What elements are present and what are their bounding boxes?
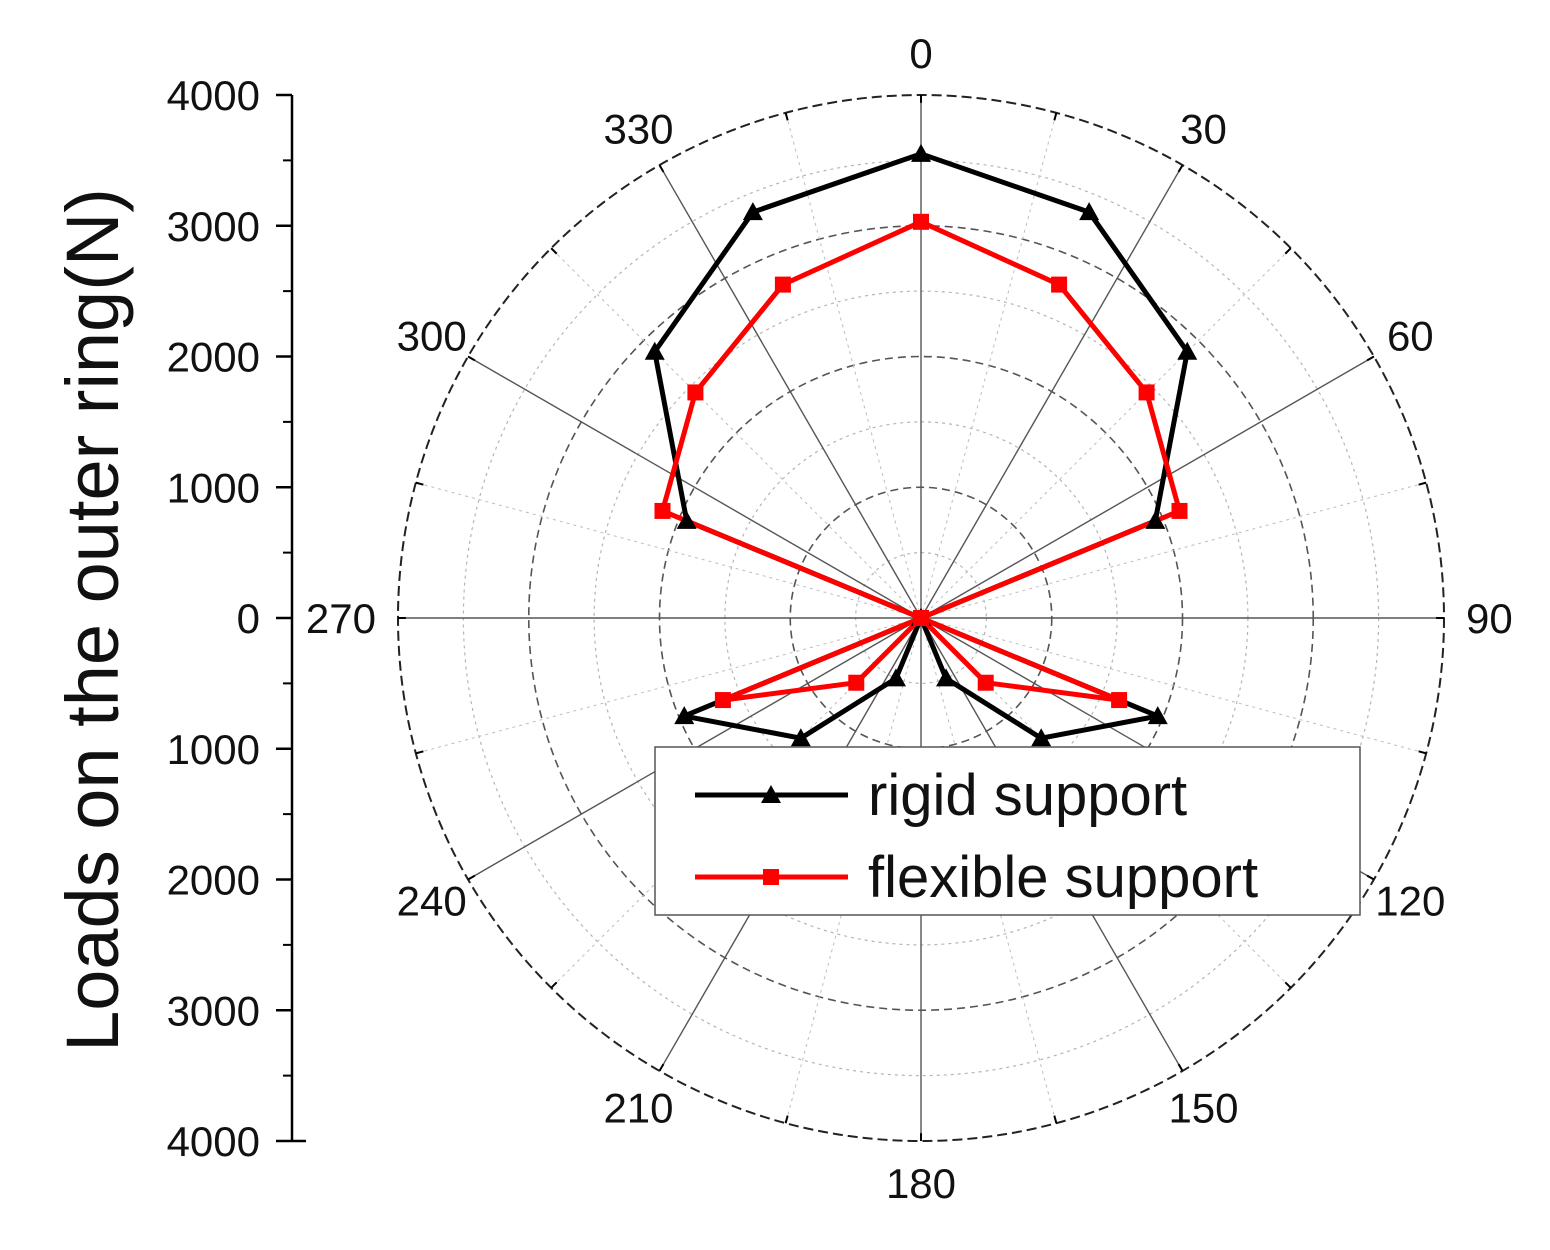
- legend: rigid support flexible support: [654, 746, 1361, 916]
- angle-tick: [784, 1115, 789, 1124]
- radial-tick-label: 1000: [167, 726, 260, 773]
- angle-label: 60: [1387, 313, 1434, 360]
- grid-spoke: [920, 482, 1427, 619]
- angle-tick: [1418, 481, 1427, 486]
- data-point: [1111, 692, 1128, 709]
- angle-tick: [1177, 164, 1184, 173]
- grid-spoke: [920, 247, 1292, 619]
- radial-tick-label: 3000: [167, 987, 260, 1034]
- data-point: [790, 728, 811, 747]
- data-point: [911, 143, 931, 162]
- angle-label: 150: [1168, 1084, 1238, 1131]
- data-point: [936, 668, 957, 687]
- angle-label: 0: [909, 30, 932, 77]
- radial-tick-label: 1000: [167, 464, 260, 511]
- data-point: [977, 674, 994, 691]
- legend-label: rigid support: [868, 763, 1187, 828]
- data-point: [1145, 510, 1166, 529]
- radial-tick-label: 0: [237, 595, 260, 642]
- data-point: [913, 213, 929, 230]
- data-point: [644, 341, 665, 360]
- data-point: [913, 610, 929, 626]
- angle-labels: 0 30 60 90 120 150 180 210 240 270 300 330: [306, 30, 1513, 1207]
- legend-marker: [763, 869, 779, 885]
- angle-tick: [1053, 112, 1058, 121]
- angle-label: 210: [603, 1084, 673, 1131]
- data-point: [1031, 728, 1052, 747]
- data-point: [676, 510, 697, 529]
- data-point: [654, 502, 671, 519]
- angle-tick: [1418, 750, 1427, 755]
- grid-spoke: [920, 355, 1375, 619]
- data-point: [714, 692, 731, 709]
- angle-label: 180: [886, 1160, 956, 1207]
- angle-tick: [1284, 981, 1292, 989]
- grid-spoke: [920, 164, 1184, 619]
- legend-box: [654, 746, 1361, 916]
- data-point: [848, 674, 865, 691]
- angle-label: 30: [1180, 106, 1227, 153]
- radial-axis: [276, 93, 306, 1143]
- radial-tick-label: 2000: [167, 857, 260, 904]
- data-point: [1177, 341, 1198, 360]
- angle-tick: [658, 1063, 665, 1072]
- angle-tick: [1284, 247, 1292, 255]
- angle-tick: [1366, 355, 1375, 362]
- angle-label: 300: [397, 313, 467, 360]
- grid-spoke: [415, 482, 922, 619]
- grid-spoke: [415, 617, 922, 754]
- grid-spoke: [920, 617, 1427, 754]
- y-axis-label: Loads on the outer ring(N): [51, 188, 134, 1052]
- series-layer: [644, 143, 1198, 747]
- angle-tick: [784, 112, 789, 121]
- angle-label: 270: [306, 595, 376, 642]
- angle-tick: [415, 750, 424, 755]
- radial-tick-label: 4000: [167, 1118, 260, 1165]
- radial-tick-label: 4000: [167, 72, 260, 119]
- angle-label: 330: [603, 106, 673, 153]
- angle-tick: [1053, 1115, 1058, 1124]
- grid-spoke: [658, 164, 922, 619]
- legend-marker: [761, 785, 781, 803]
- radial-tick-label: 3000: [167, 203, 260, 250]
- angle-tick: [550, 981, 558, 989]
- radial-tick-labels: 4000 3000 2000 1000 0 1000 2000 3000 4000: [167, 72, 260, 1165]
- data-point: [742, 202, 763, 221]
- data-point: [1171, 502, 1188, 519]
- angle-label: 240: [397, 878, 467, 925]
- data-point: [1147, 706, 1168, 725]
- angle-tick: [550, 247, 558, 255]
- data-point: [885, 668, 906, 687]
- angle-label: 90: [1466, 595, 1513, 642]
- grid-spoke: [785, 112, 922, 619]
- legend-label: flexible support: [868, 845, 1258, 910]
- grid-spoke: [467, 355, 922, 619]
- radial-tick-label: 2000: [167, 334, 260, 381]
- data-point: [1079, 202, 1100, 221]
- angle-tick: [1177, 1063, 1184, 1072]
- angle-tick: [1366, 874, 1375, 881]
- data-point: [687, 384, 704, 401]
- data-point: [1051, 276, 1068, 293]
- angle-label: 120: [1375, 878, 1445, 925]
- data-point: [674, 706, 695, 725]
- angle-tick: [467, 355, 476, 362]
- angle-tick: [415, 481, 424, 486]
- angle-tick: [658, 164, 665, 173]
- grid-spoke: [920, 112, 1057, 619]
- grid-spoke: [550, 247, 922, 619]
- angle-tick: [467, 874, 476, 881]
- data-point: [774, 276, 791, 293]
- data-point: [1138, 384, 1155, 401]
